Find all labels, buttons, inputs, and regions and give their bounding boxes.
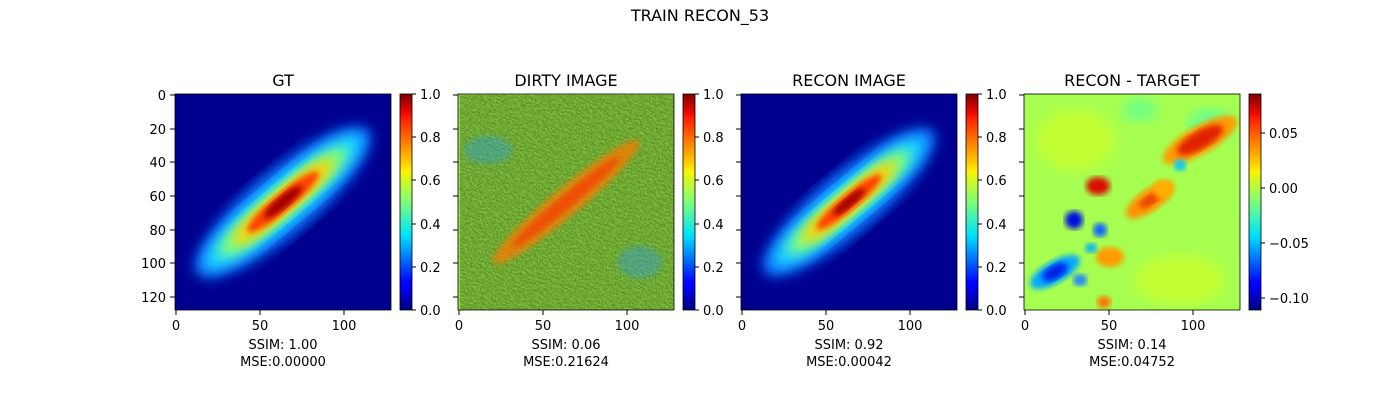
colorbar-tick-label: 0.0 — [420, 304, 441, 319]
x-tick-label: 50 — [535, 319, 552, 334]
y-tick-label: 100 — [141, 257, 166, 272]
x-tick-label: 0 — [455, 319, 463, 334]
colorbar-tick-label: 0.4 — [986, 218, 1007, 233]
x-tick-label: 100 — [898, 319, 923, 334]
panel-gt-mse: MSE:0.00000 — [240, 355, 326, 370]
panel-dirty-ssim: SSIM: 0.06 — [531, 338, 600, 353]
panel-gt-title: GT — [272, 71, 294, 90]
panel-dirty-yaxis — [453, 94, 458, 298]
colorbar-tick-label: 0.00 — [1269, 182, 1298, 197]
panel-diff-title: RECON - TARGET — [1064, 71, 1200, 90]
panel-recon-mse: MSE:0.00042 — [806, 355, 892, 370]
colorbar-tick-label: 1.0 — [420, 88, 441, 103]
panel-diff-mse: MSE:0.04752 — [1089, 355, 1175, 370]
colorbar-tick-label: 0.2 — [703, 261, 724, 276]
panel-recon-image — [741, 94, 957, 310]
panel-gt-xaxis: 0 50 100 — [172, 310, 357, 334]
panel-gt-colorbar: 0.0 0.2 0.4 0.6 0.8 1.0 — [399, 88, 441, 319]
x-tick-label: 0 — [738, 319, 746, 334]
panel-diff-yaxis — [1019, 94, 1024, 298]
y-tick-label: 120 — [141, 291, 166, 306]
panel-gt-yaxis: 0 20 40 60 80 100 120 — [141, 89, 175, 306]
panel-dirty-xaxis: 0 50 100 — [455, 310, 640, 334]
panel-diff-ssim: SSIM: 0.14 — [1097, 338, 1166, 353]
colorbar-tick-label: 0.8 — [986, 131, 1007, 146]
colorbar-tick-label: 0.0 — [703, 304, 724, 319]
colorbar-tick-label: −0.10 — [1269, 292, 1309, 307]
panel-gt: GT 0 20 40 60 80 100 — [141, 71, 441, 370]
panel-gt-ssim: SSIM: 1.00 — [248, 338, 317, 353]
panel-recon: RECON IMAGE 0 — [736, 71, 1007, 370]
panel-gt-image — [175, 94, 391, 310]
colorbar-tick-label: 1.0 — [986, 88, 1007, 103]
colorbar-tick-label: 1.0 — [703, 88, 724, 103]
colorbar-tick-label: 0.6 — [703, 174, 724, 189]
colorbar-tick-label: 0.6 — [986, 174, 1007, 189]
colorbar-tick-label: 0.4 — [703, 218, 724, 233]
panel-diff-xaxis: 0 50 100 — [1021, 310, 1206, 334]
x-tick-label: 50 — [252, 319, 269, 334]
x-tick-label: 100 — [615, 319, 640, 334]
colorbar-tick-label: 0.05 — [1269, 127, 1298, 142]
x-tick-label: 50 — [1101, 319, 1118, 334]
panel-diff-colorbar: 0.05 0.00 −0.05 −0.10 — [1248, 93, 1309, 311]
panel-recon-title: RECON IMAGE — [792, 71, 906, 90]
colorbar-tick-label: 0.6 — [420, 174, 441, 189]
panel-dirty: DIRTY IMAGE 0 50 — [453, 71, 724, 370]
y-tick-label: 0 — [158, 89, 166, 104]
colorbar-tick-label: 0.0 — [986, 304, 1007, 319]
y-tick-label: 80 — [149, 224, 166, 239]
figure-title: TRAIN RECON_53 — [630, 6, 770, 25]
x-tick-label: 50 — [818, 319, 835, 334]
panel-dirty-image — [458, 94, 674, 310]
panel-recon-ssim: SSIM: 0.92 — [814, 338, 883, 353]
panel-dirty-title: DIRTY IMAGE — [514, 71, 617, 90]
y-tick-label: 20 — [149, 123, 166, 138]
colorbar-tick-label: −0.05 — [1269, 237, 1309, 252]
colorbar-tick-label: 0.8 — [420, 131, 441, 146]
panel-diff-image — [1024, 94, 1240, 310]
panel-dirty-mse: MSE:0.21624 — [523, 355, 609, 370]
x-tick-label: 100 — [332, 319, 357, 334]
panel-diff: RECON - TARGET — [1019, 71, 1309, 370]
x-tick-label: 0 — [172, 319, 180, 334]
colorbar-tick-label: 0.2 — [420, 261, 441, 276]
colorbar-tick-label: 0.8 — [703, 131, 724, 146]
y-tick-label: 60 — [149, 190, 166, 205]
panel-recon-yaxis — [736, 94, 741, 298]
x-tick-label: 0 — [1021, 319, 1029, 334]
colorbar-tick-label: 0.4 — [420, 218, 441, 233]
x-tick-label: 100 — [1181, 319, 1206, 334]
panel-recon-colorbar: 0.0 0.2 0.4 0.6 0.8 1.0 — [965, 88, 1007, 319]
panel-dirty-colorbar: 0.0 0.2 0.4 0.6 0.8 1.0 — [682, 88, 724, 319]
colorbar-tick-label: 0.2 — [986, 261, 1007, 276]
panel-recon-xaxis: 0 50 100 — [738, 310, 923, 334]
y-tick-label: 40 — [149, 156, 166, 171]
